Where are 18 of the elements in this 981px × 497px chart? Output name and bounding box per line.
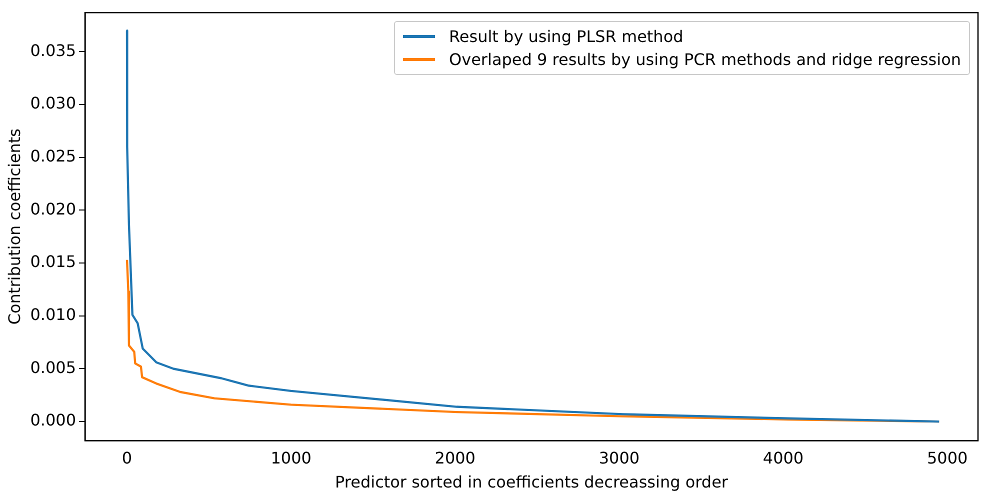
x-tick-label: 1000 — [270, 448, 312, 468]
legend-label: Result by using PLSR method — [449, 26, 684, 46]
y-tick-label: 0.015 — [30, 252, 76, 272]
y-tick-label: 0.000 — [30, 410, 76, 430]
y-tick-label: 0.035 — [30, 40, 76, 60]
y-tick-label: 0.030 — [30, 94, 76, 113]
x-tick-label: 4000 — [762, 448, 804, 468]
y-axis-title: Contribution coefficients — [4, 128, 24, 325]
y-tick-label: 0.005 — [30, 358, 76, 377]
x-tick-label: 5000 — [926, 448, 968, 468]
y-tick-label: 0.010 — [30, 305, 76, 324]
x-axis-title: Predictor sorted in coefficients decreassing order — [335, 472, 728, 492]
y-tick-label: 0.020 — [30, 199, 76, 218]
x-tick-label: 0 — [122, 448, 132, 468]
x-tick-label: 2000 — [434, 448, 476, 468]
x-tick-label: 3000 — [598, 448, 640, 468]
legend-label: Overlaped 9 results by using PCR methods and ridge regression — [449, 50, 961, 69]
y-tick-label: 0.025 — [30, 146, 76, 166]
